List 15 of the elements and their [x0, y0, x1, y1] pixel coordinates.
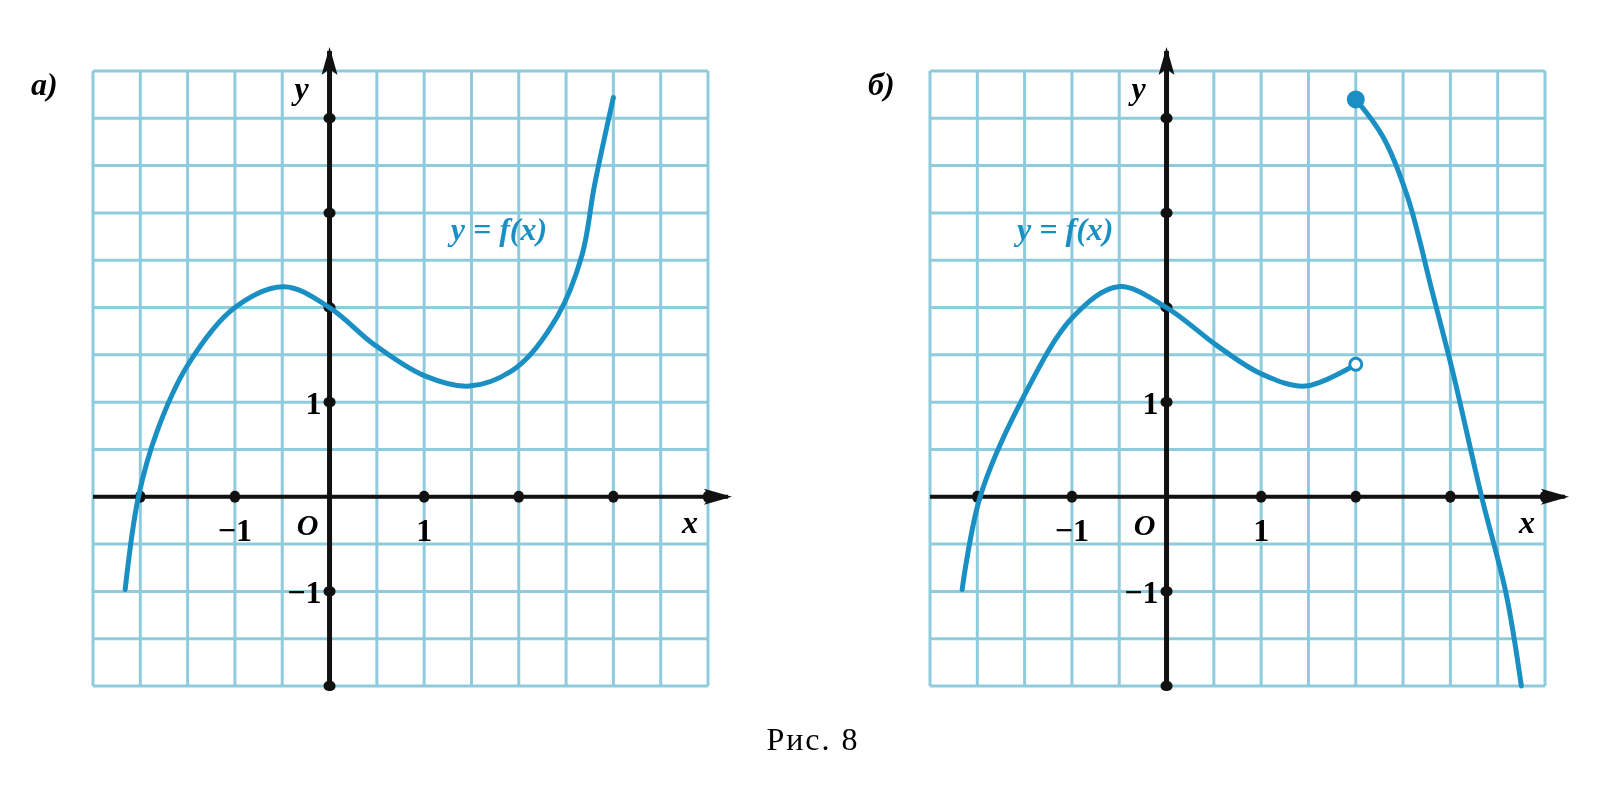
- x-tick-label: 1: [416, 511, 433, 548]
- x-axis-title: x: [1518, 503, 1535, 540]
- annotation: O: [296, 507, 319, 541]
- x-tick-label: −1: [217, 511, 253, 548]
- annotation: O: [1133, 507, 1156, 541]
- x-tick-label: 1: [1253, 511, 1270, 548]
- y-axis-title: y: [290, 70, 310, 106]
- chart-title: а): [31, 66, 58, 102]
- chart-title: б): [868, 66, 895, 102]
- annotation: y = f(x): [446, 211, 548, 248]
- annotation: y = f(x): [1013, 211, 1114, 248]
- y-axis-title: y: [1127, 70, 1147, 106]
- x-tick-label: −1: [1054, 511, 1090, 548]
- x-axis-title: x: [681, 503, 698, 540]
- text: Рис. 8: [766, 721, 860, 757]
